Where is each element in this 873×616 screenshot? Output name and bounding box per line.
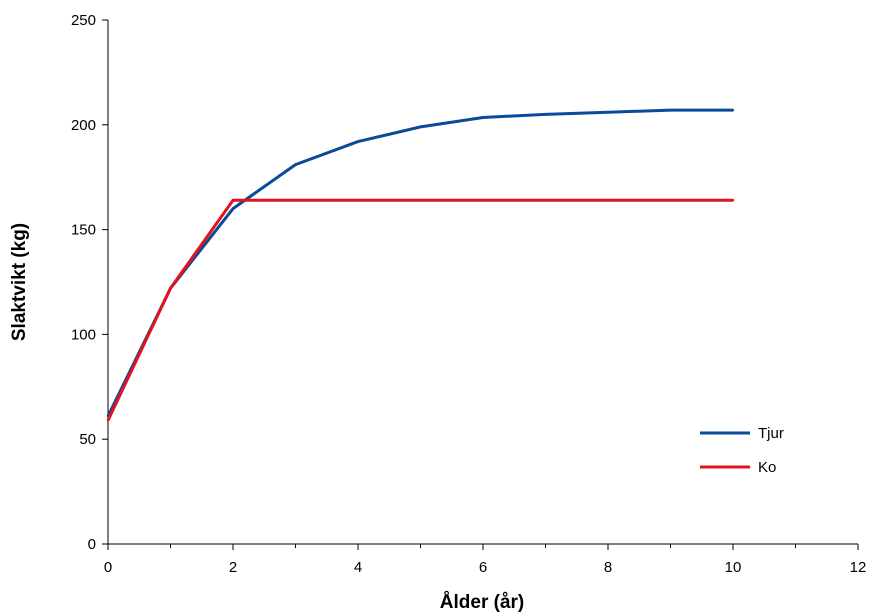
data-point-tjur <box>419 125 422 129</box>
x-tick-label: 12 <box>850 559 867 576</box>
data-point-tjur <box>294 163 297 166</box>
data-point-tjur <box>481 116 485 119</box>
data-point-ko <box>544 199 547 202</box>
series-layer <box>106 108 735 422</box>
y-tick-label: 50 <box>79 431 96 448</box>
y-tick-label: 0 <box>88 536 96 553</box>
legend-label-tjur: Tjur <box>758 425 784 442</box>
data-point-ko <box>731 199 735 202</box>
y-axis-title: Slaktvikt (kg) <box>9 223 30 341</box>
data-point-ko <box>106 419 110 422</box>
data-point-tjur <box>606 111 610 114</box>
data-point-tjur <box>544 113 547 116</box>
y-tick-label: 200 <box>71 117 96 134</box>
y-tick-label: 100 <box>71 326 96 343</box>
x-tick-label: 8 <box>604 559 612 576</box>
data-point-ko <box>419 199 422 202</box>
x-tick-label: 2 <box>229 559 237 576</box>
x-axis-title: Ålder (år) <box>440 592 524 613</box>
legend-label-ko: Ko <box>758 459 776 476</box>
y-tick-label: 150 <box>71 222 96 239</box>
y-tick-label: 250 <box>71 12 96 29</box>
legend: Tjur Ko <box>700 425 784 476</box>
data-point-ko <box>294 199 297 202</box>
data-point-tjur <box>356 140 360 143</box>
x-tick-label: 4 <box>354 559 362 576</box>
data-point-ko <box>231 199 235 202</box>
data-point-tjur <box>731 108 735 112</box>
x-tick-label: 10 <box>725 559 742 576</box>
data-point-ko <box>169 287 172 290</box>
data-point-ko <box>669 199 672 202</box>
data-point-tjur <box>669 108 672 112</box>
x-tick-label: 0 <box>104 559 112 576</box>
data-point-ko <box>481 199 485 202</box>
y-axis: 0 50 100 150 200 250 <box>71 12 109 553</box>
data-point-tjur <box>231 207 235 210</box>
x-axis: 0 2 4 6 8 10 12 <box>104 543 867 576</box>
data-point-ko <box>356 199 360 202</box>
series-line-ko <box>106 198 733 421</box>
x-tick-label: 6 <box>479 559 487 576</box>
data-point-ko <box>606 199 610 202</box>
series-line-tjur <box>106 108 733 417</box>
